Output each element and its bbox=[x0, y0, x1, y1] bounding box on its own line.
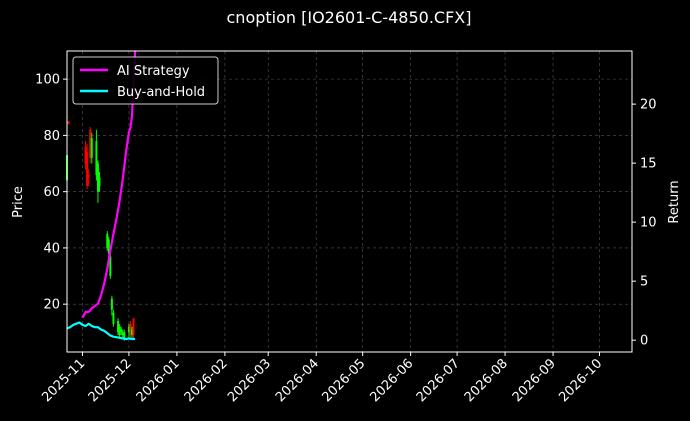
legend: AI Strategy Buy-and-Hold bbox=[72, 56, 219, 105]
legend-label-ai-strategy: AI Strategy bbox=[117, 64, 190, 79]
legend-box bbox=[72, 56, 219, 105]
y-tick-label-left: 20 bbox=[43, 298, 60, 313]
line-buy-and-hold bbox=[67, 321, 136, 341]
y-tick-label-left: 100 bbox=[35, 73, 60, 88]
candle-body bbox=[123, 332, 126, 338]
chart-title: cnoption [IO2601-C-4850.CFX] bbox=[227, 8, 472, 27]
y-tick-label-right: 10 bbox=[640, 216, 657, 231]
candlesticks bbox=[66, 121, 135, 341]
candle-body bbox=[109, 256, 112, 277]
y-tick-label-left: 60 bbox=[43, 185, 60, 200]
candle-body bbox=[107, 239, 110, 254]
candle-body bbox=[90, 138, 93, 158]
candle-body bbox=[110, 298, 113, 310]
candle-body bbox=[121, 332, 124, 336]
candle-body bbox=[98, 177, 101, 187]
candle-body bbox=[89, 129, 92, 158]
candle-body bbox=[129, 323, 132, 336]
candle-body bbox=[112, 312, 115, 324]
candle-body bbox=[86, 152, 89, 187]
y-tick-label-left: 80 bbox=[43, 129, 60, 144]
y-axis-label-right: Return bbox=[667, 180, 682, 223]
candle-body bbox=[87, 174, 90, 178]
plot-frame bbox=[66, 50, 633, 353]
candle-body bbox=[127, 326, 130, 333]
y-axis-label-left: Price bbox=[11, 186, 26, 218]
candle-body bbox=[84, 146, 87, 164]
line-ai-strategy bbox=[81, 51, 137, 319]
y-tick-label-right: 15 bbox=[640, 157, 657, 172]
y-tick-label-right: 5 bbox=[640, 275, 648, 290]
y-tick-label-right: 0 bbox=[640, 334, 648, 349]
legend-label-buy-and-hold: Buy-and-Hold bbox=[117, 85, 205, 100]
candle-body bbox=[132, 318, 135, 336]
return-lines bbox=[67, 51, 137, 341]
candle-body bbox=[95, 141, 98, 175]
candle-body bbox=[106, 233, 109, 248]
candle-body bbox=[67, 121, 70, 125]
candle-body bbox=[120, 329, 123, 333]
candle-body bbox=[118, 326, 121, 336]
candle-body bbox=[117, 321, 120, 333]
y-tick-label-left: 40 bbox=[43, 241, 60, 256]
candle-body bbox=[96, 163, 99, 192]
y-tick-label-right: 20 bbox=[640, 98, 657, 113]
candle-body bbox=[131, 329, 134, 336]
